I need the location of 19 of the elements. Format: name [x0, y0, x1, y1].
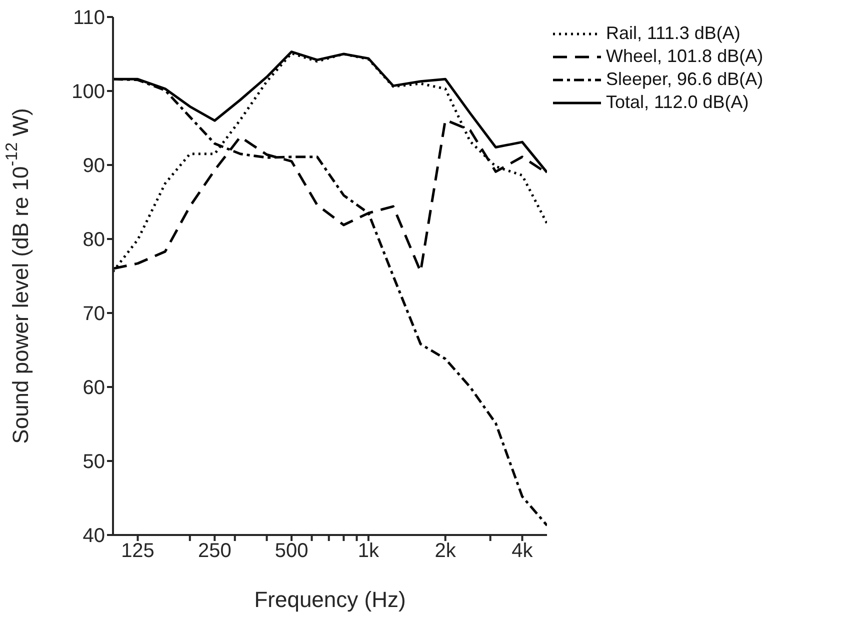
x-tick-label: 4k [512, 540, 534, 562]
x-tick-label: 500 [274, 540, 308, 562]
x-tick-label: 2k [434, 540, 457, 562]
y-tick-label: 50 [82, 451, 105, 474]
x-axis-title: Frequency (Hz) [254, 587, 406, 612]
legend-label: Total, 112.0 dB(A) [606, 92, 749, 113]
y-tick-label: 110 [73, 7, 105, 30]
y-tick-label: 70 [82, 303, 105, 326]
y-tick-label: 90 [82, 155, 105, 178]
x-tick-label: 250 [198, 540, 232, 562]
y-tick-label: 40 [82, 525, 105, 548]
legend-label: Sleeper, 96.6 dB(A) [606, 69, 764, 90]
legend-label: Rail, 111.3 dB(A) [606, 23, 740, 44]
legend-label: Wheel, 101.8 dB(A) [606, 46, 764, 67]
x-tick-label: 125 [121, 540, 154, 562]
y-tick-label: 80 [82, 229, 105, 252]
y-tick-label: 100 [72, 81, 105, 104]
y-tick-label: 60 [82, 377, 105, 400]
x-tick-label: 1k [358, 540, 380, 562]
